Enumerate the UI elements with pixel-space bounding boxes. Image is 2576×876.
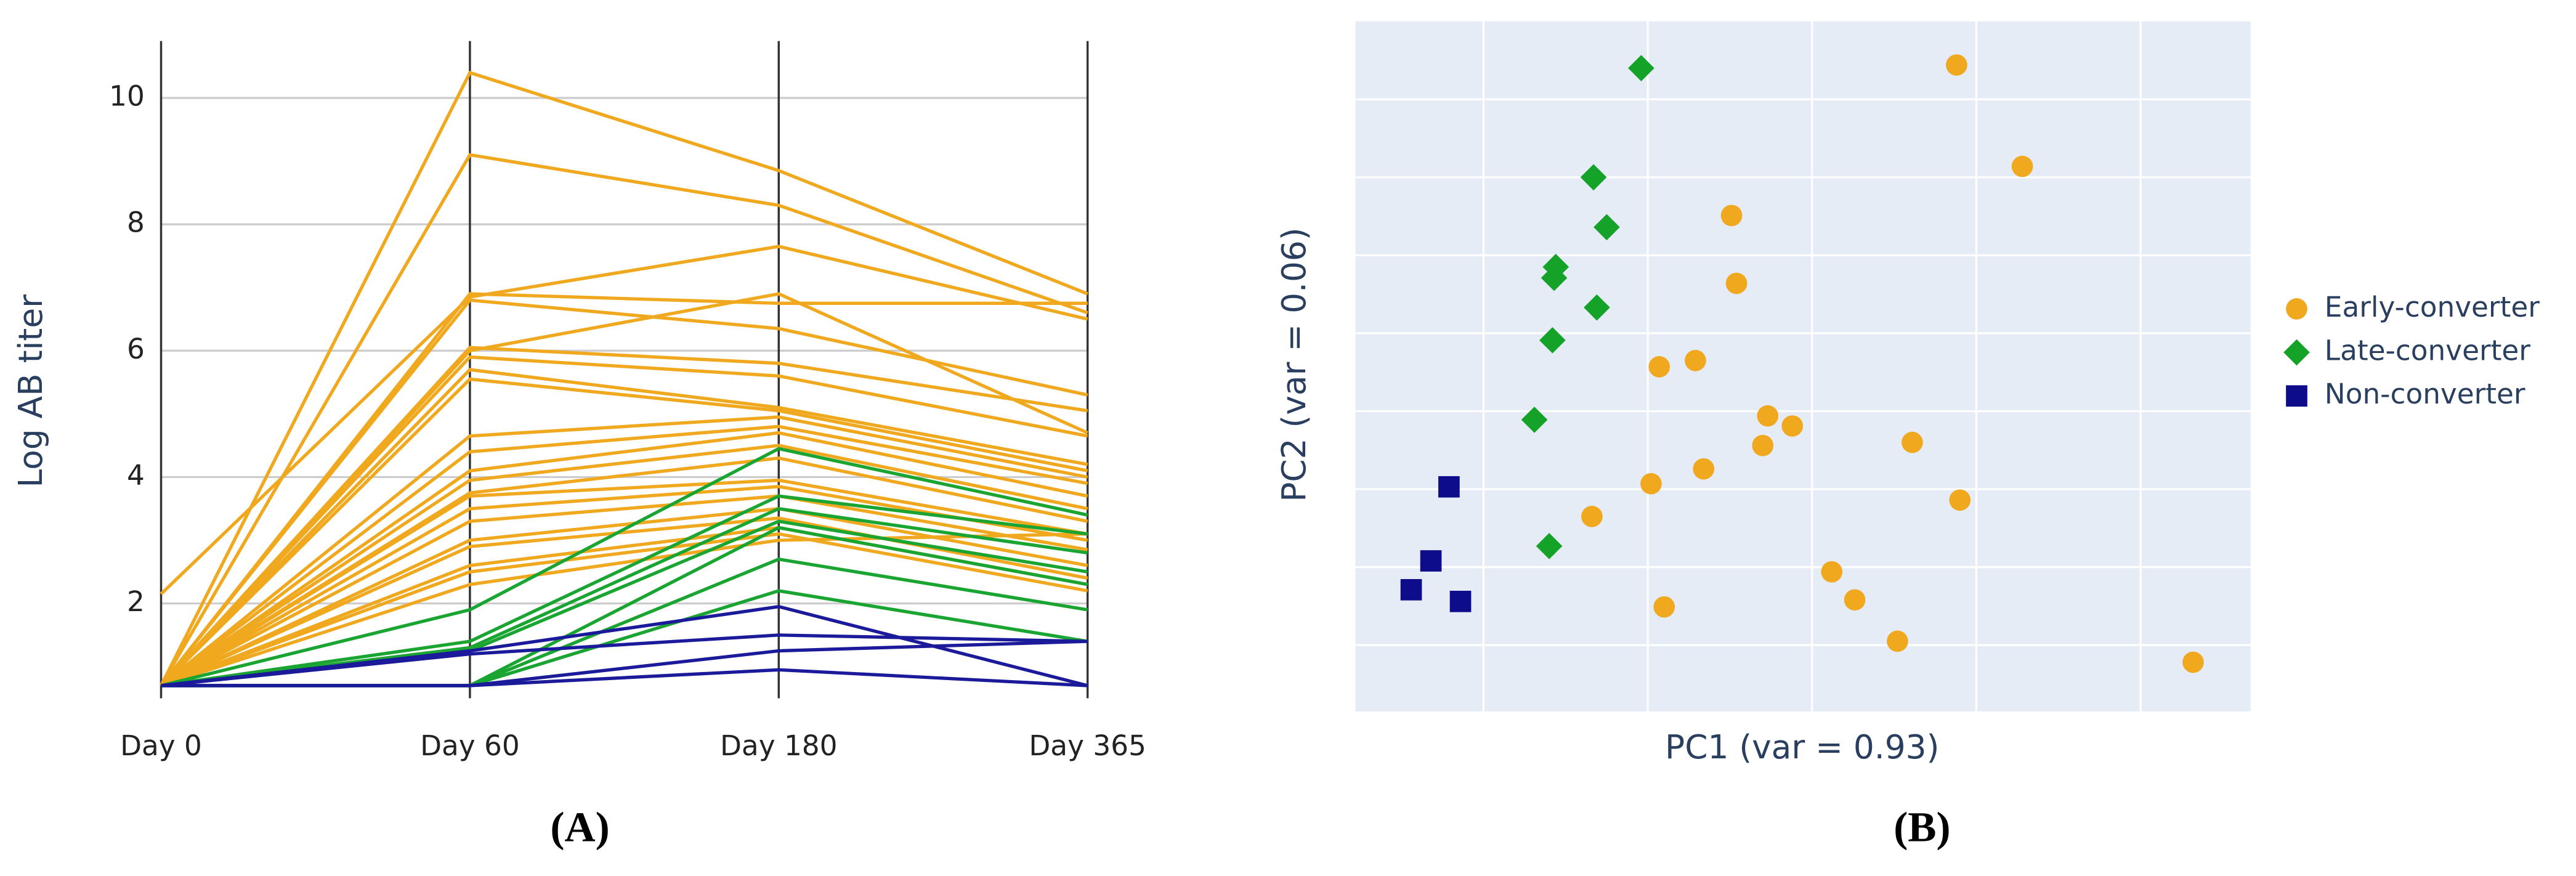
legend-label: Early-converter (2325, 291, 2540, 323)
point (1653, 596, 1675, 618)
legend-marker (2286, 385, 2307, 407)
point (2011, 155, 2033, 177)
x-tick-label: Day 0 (120, 729, 202, 762)
point (1541, 264, 1568, 291)
point (1584, 294, 1610, 321)
point (1539, 326, 1566, 354)
point (1420, 550, 1442, 572)
legend-marker (2286, 298, 2307, 320)
point (1438, 476, 1460, 498)
x-tick-label: Day 365 (1029, 729, 1146, 762)
point (1521, 407, 1548, 433)
y-axis-label: PC2 (var = 0.06) (1274, 227, 1313, 501)
series-line (160, 70, 1088, 687)
series-line (161, 668, 1088, 687)
point (1902, 431, 1923, 453)
series-line (160, 447, 1088, 687)
point (1536, 533, 1563, 559)
series-line (161, 633, 1088, 687)
x-tick-label: Day 60 (420, 729, 520, 762)
plot-background (1355, 21, 2251, 712)
point (1781, 415, 1804, 437)
point (1594, 214, 1620, 241)
series-line (160, 153, 1088, 687)
legend-marker (2283, 339, 2310, 366)
series-line (160, 532, 1088, 687)
y-tick-label: 10 (109, 79, 145, 112)
panel-label: (B) (1894, 803, 1950, 850)
point (1821, 561, 1843, 583)
series-line (160, 377, 1088, 687)
y-tick-label: 6 (127, 333, 145, 365)
x-tick-label: Day 180 (720, 729, 837, 762)
y-axis-label: Log AB titer (11, 294, 50, 488)
series-line (161, 494, 1088, 687)
series-line (160, 478, 1088, 687)
y-tick-label: 4 (127, 459, 145, 492)
y-tick-label: 2 (127, 585, 145, 618)
series-line (160, 431, 1088, 687)
point (2182, 651, 2204, 673)
point (1400, 578, 1422, 601)
series-line (160, 424, 1088, 687)
point (1640, 472, 1662, 495)
point (1949, 489, 1971, 511)
point (1844, 589, 1866, 611)
point (1720, 205, 1743, 227)
point (1580, 164, 1607, 191)
series-line (160, 245, 1088, 596)
series-line (160, 415, 1088, 687)
point (1757, 405, 1779, 427)
series-line (160, 355, 1088, 687)
series-line (160, 292, 1088, 687)
y-tick-label: 8 (127, 206, 145, 239)
point (1693, 458, 1715, 480)
point (1887, 630, 1908, 652)
series-line (160, 292, 1088, 687)
series-line (160, 532, 1088, 687)
point (1648, 356, 1671, 378)
series-line (160, 444, 1088, 687)
panel-label: (A) (550, 803, 609, 850)
series-line (160, 368, 1088, 687)
x-axis-label: PC1 (var = 0.93) (1665, 728, 1939, 766)
point (1946, 54, 1967, 76)
legend-label: Non-converter (2325, 378, 2525, 410)
point (1725, 272, 1748, 294)
point (1581, 506, 1603, 527)
point (1685, 349, 1706, 371)
point (1628, 55, 1655, 81)
series-line (160, 494, 1088, 687)
point (1752, 434, 1774, 456)
point (1449, 590, 1472, 612)
legend-label: Late-converter (2325, 335, 2530, 367)
